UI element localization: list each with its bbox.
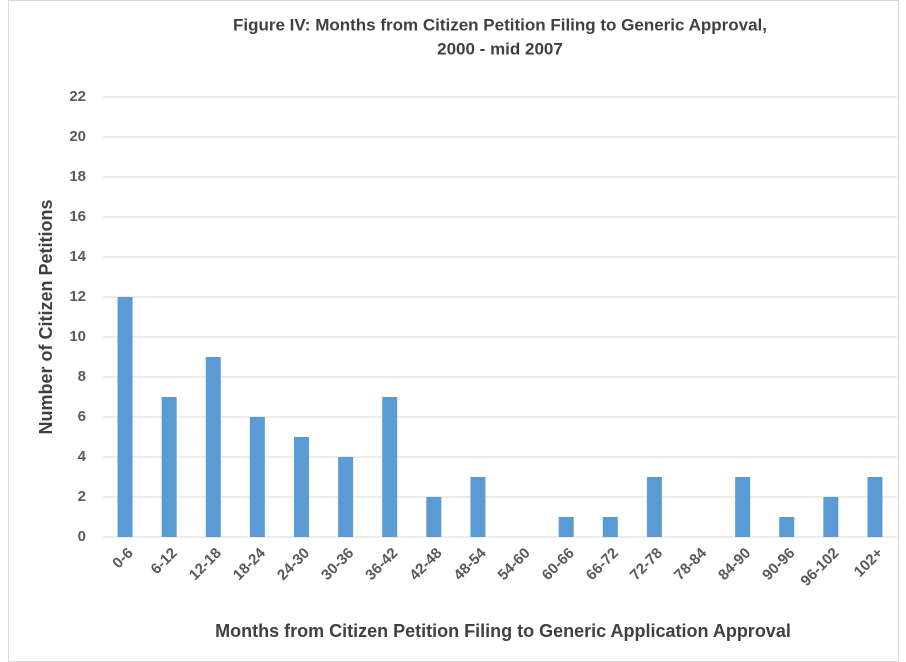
bar — [470, 477, 486, 537]
y-axis-title: Number of Citizen Petitions — [36, 199, 56, 434]
x-tick-label: 54-60 — [495, 545, 534, 584]
y-tick-label: 8 — [78, 368, 86, 385]
x-tick-label: 12-18 — [186, 545, 225, 584]
x-tick-label: 78-84 — [671, 544, 711, 584]
bar — [382, 397, 398, 537]
y-tick-label: 4 — [78, 448, 87, 465]
y-tick-label: 20 — [69, 128, 86, 145]
x-axis-title: Months from Citizen Petition Filing to G… — [215, 621, 791, 641]
bar — [646, 477, 662, 537]
y-tick-label: 22 — [69, 88, 86, 105]
x-tick-label: 102+ — [851, 544, 887, 580]
y-tick-label: 16 — [69, 208, 86, 225]
y-tick-label: 6 — [78, 408, 86, 425]
x-tick-label: 66-72 — [583, 545, 622, 584]
x-tick-label: 84-90 — [715, 545, 754, 584]
bar — [338, 457, 354, 537]
chart-border — [8, 0, 899, 662]
bar — [735, 477, 751, 537]
x-tick-label: 36-42 — [362, 545, 401, 584]
y-tick-label: 2 — [78, 488, 86, 505]
x-tick-label: 24-30 — [274, 545, 313, 584]
bar — [823, 497, 839, 537]
y-tick-label: 12 — [69, 288, 86, 305]
x-tick-label: 96-102 — [797, 545, 842, 590]
x-tick-label: 42-48 — [406, 545, 445, 584]
bar — [426, 497, 442, 537]
bar — [558, 517, 574, 537]
bar — [779, 517, 795, 537]
x-tick-label: 18-24 — [230, 544, 270, 584]
x-tick-label: 60-66 — [539, 545, 578, 584]
bar — [161, 397, 177, 537]
x-tick-label: 90-96 — [759, 545, 798, 584]
x-tick-label: 30-36 — [318, 545, 357, 584]
bar — [602, 517, 618, 537]
x-tick-label: 0-6 — [109, 545, 136, 572]
x-tick-label: 6-12 — [148, 545, 181, 578]
y-tick-label: 14 — [69, 248, 86, 265]
chart-title: 2000 - mid 2007 — [437, 39, 563, 58]
y-tick-label: 0 — [78, 528, 86, 545]
bar — [205, 357, 221, 537]
bar — [294, 437, 309, 537]
y-tick-label: 10 — [69, 328, 86, 345]
chart-title: Figure IV: Months from Citizen Petition … — [233, 15, 767, 34]
x-tick-label: 48-54 — [450, 544, 490, 584]
x-tick-label: 72-78 — [627, 545, 666, 584]
y-tick-label: 18 — [69, 168, 86, 185]
bar — [867, 477, 883, 537]
bar — [117, 297, 133, 537]
bar — [249, 417, 265, 537]
